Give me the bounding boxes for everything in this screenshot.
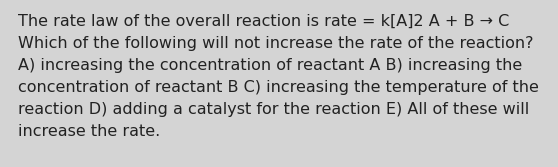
Text: increase the rate.: increase the rate. bbox=[18, 124, 160, 139]
Text: reaction D) adding a catalyst for the reaction E) All of these will: reaction D) adding a catalyst for the re… bbox=[18, 102, 529, 117]
Text: The rate law of the overall reaction is rate = k[A]2 A + B → C: The rate law of the overall reaction is … bbox=[18, 14, 509, 29]
Text: concentration of reactant B C) increasing the temperature of the: concentration of reactant B C) increasin… bbox=[18, 80, 539, 95]
Text: Which of the following will not increase the rate of the reaction?: Which of the following will not increase… bbox=[18, 36, 533, 51]
Text: A) increasing the concentration of reactant A B) increasing the: A) increasing the concentration of react… bbox=[18, 58, 522, 73]
